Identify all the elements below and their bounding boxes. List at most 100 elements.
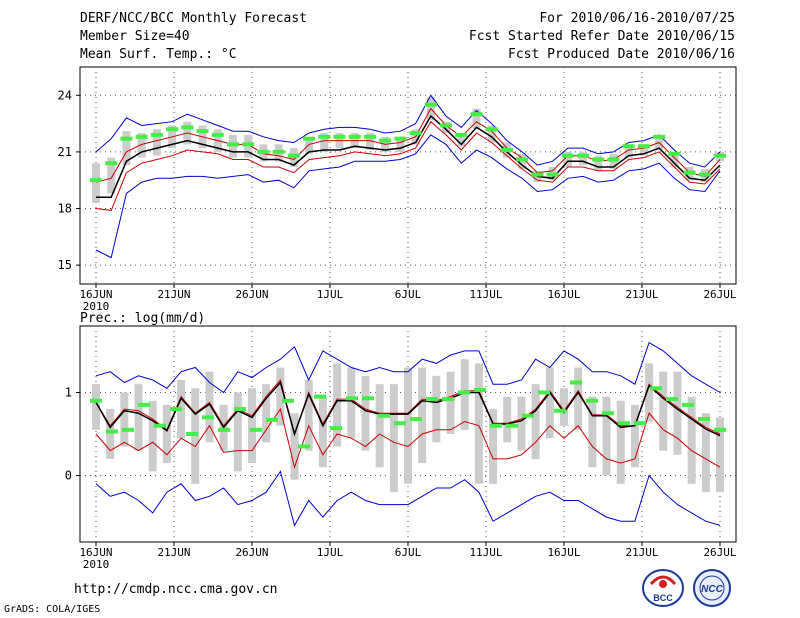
spread-box [304,380,313,451]
y-tick-label: 24 [58,88,72,102]
median-mark [698,417,710,422]
spread-box [474,363,483,484]
spread-box [290,413,299,480]
median-mark [485,127,498,132]
spread-box [233,392,242,472]
spread-box [673,371,682,455]
median-mark [538,390,550,395]
median-mark [442,397,454,402]
spread-box [320,133,329,152]
spread-box [687,396,696,484]
spread-box [574,367,583,430]
median-mark [618,421,630,426]
median-mark [314,394,326,399]
spread-box [92,384,100,430]
x-tick-label: 1JUL [317,546,344,559]
x-tick-label: 16JUL [547,546,580,559]
median-mark [196,129,209,134]
series-line-lower [95,407,721,469]
spread-box [361,375,370,451]
y-tick-label: 0 [65,469,72,483]
median-mark [362,396,374,401]
median-mark [394,421,406,426]
spread-box [588,396,597,468]
spread-box [305,136,314,154]
x-tick-label: 11JUL [469,288,502,301]
median-mark [272,149,285,154]
y-tick-label: 18 [58,202,72,216]
spread-box [92,163,100,203]
x-tick-label: 16JUL [547,288,580,301]
spread-box [701,413,710,493]
median-mark [282,398,294,403]
spread-box [106,409,115,459]
spread-box [137,133,146,158]
spread-box [616,400,625,484]
spread-box [347,367,356,439]
spread-box [248,388,256,464]
spread-box [645,363,654,422]
median-mark [668,151,681,156]
x-tick-label: 21JUL [625,288,658,301]
spread-box [191,388,200,484]
spread-box [531,384,540,459]
median-mark [554,408,566,413]
median-mark [135,134,148,139]
footer-url[interactable]: http://cmdp.ncc.cma.gov.cn [74,582,278,597]
median-mark [586,398,598,403]
median-mark [348,134,361,139]
median-mark [346,396,358,401]
spread-box [594,155,603,171]
spread-box [276,367,285,426]
spread-box [122,131,131,166]
x-tick-label: 21JUL [625,546,658,559]
median-mark [440,123,453,128]
median-mark [714,427,726,432]
spread-box [639,144,648,156]
median-mark [531,172,544,177]
median-mark [666,397,678,402]
median-mark [607,157,620,162]
series-line-max [95,341,721,394]
median-mark [602,411,614,416]
median-mark [257,149,270,154]
median-mark [458,390,470,395]
x-tick-label: 6JUL [395,546,422,559]
median-mark [426,397,438,402]
series-line-lower [95,120,721,211]
spread-box [624,144,633,158]
median-mark [166,127,179,132]
median-mark [226,142,239,147]
median-mark [592,157,605,162]
spread-box [487,125,496,143]
x-tick-label: 26JUN [235,288,268,301]
spread-box [655,136,664,151]
spread-box [432,375,441,443]
bcc-logo-text: BCC [653,593,673,603]
spread-box [460,359,469,430]
median-mark [409,131,422,136]
spread-box [333,363,342,447]
spread-box [205,371,214,443]
median-mark [298,444,310,449]
median-mark [318,134,331,139]
median-mark [622,144,635,149]
spread-box [365,133,374,151]
spread-box [602,396,611,476]
median-mark [490,423,502,428]
median-mark [653,134,666,139]
median-mark [561,153,574,158]
spread-box [670,153,679,168]
y-tick-label: 1 [65,385,72,399]
x-tick-label: 26JUL [703,546,736,559]
x-tick-label: 6JUL [395,288,422,301]
series-line-mean [96,114,721,198]
median-mark [516,157,529,162]
x-tick-label: 16JUN [79,288,112,301]
forecast-started: Fcst Started Refer Date 2010/06/15 [468,29,735,44]
x-tick-label: 16JUN [79,546,112,559]
median-mark [170,407,182,412]
spread-box [560,388,568,426]
median-mark [242,142,255,147]
median-mark [634,421,646,426]
